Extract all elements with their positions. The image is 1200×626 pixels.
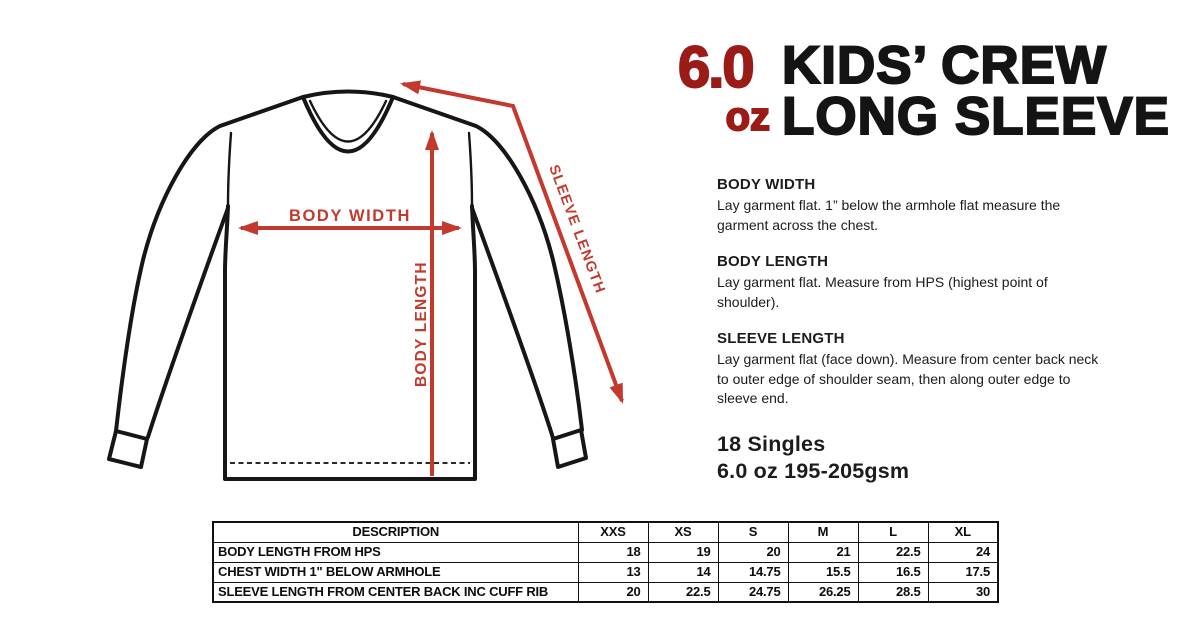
right-armhole-seam [467, 131, 474, 208]
cell-value: 30 [927, 581, 999, 603]
left-cuff [107, 429, 149, 469]
column-header-description: DESCRIPTION [212, 521, 579, 543]
instruction-sleeve-length: SLEEVE LENGTH Lay garment flat (face dow… [717, 330, 1112, 409]
product-title-line2: LONG SLEEVE [781, 87, 1170, 146]
instruction-heading: SLEEVE LENGTH [717, 330, 845, 347]
right-cuff [551, 428, 588, 469]
cell-value: 28.5 [857, 581, 929, 603]
column-header-m: M [787, 521, 859, 543]
instruction-text: Lay garment flat. 1” below the armhole f… [717, 197, 1061, 233]
fabric-specs-line1: 18 Singles [717, 431, 826, 456]
diagram-label-body-width: BODY WIDTH [289, 207, 411, 225]
sleeve-length-arrow [400, 80, 624, 404]
cell-value: 24 [927, 541, 999, 563]
collar-inner [308, 99, 388, 143]
cell-value: 14 [647, 561, 719, 583]
row-description: SLEEVE LENGTH FROM CENTER BACK INC CUFF … [212, 581, 579, 603]
right-sleeve-inner-edge [470, 206, 555, 440]
cell-value: 21 [787, 541, 859, 563]
fabric-weight-value: 6.0 [677, 35, 756, 100]
cell-value: 22.5 [857, 541, 929, 563]
instruction-body-length: BODY LENGTH Lay garment flat. Measure fr… [717, 253, 1112, 312]
cell-value: 20 [577, 581, 649, 603]
left-sleeve-inner-edge [146, 206, 230, 439]
left-sleeve-outline [114, 95, 305, 433]
cell-value: 22.5 [647, 581, 719, 603]
cell-value: 15.5 [787, 561, 859, 583]
table-row: CHEST WIDTH 1" BELOW ARMHOLE 13 14 14.75… [212, 561, 999, 583]
cell-value: 24.75 [717, 581, 789, 603]
cell-value: 13 [577, 561, 649, 583]
diagram-label-body-length: BODY LENGTH [413, 261, 430, 387]
size-chart-table: DESCRIPTION XXS XS S M L XL BODY LENGTH … [212, 521, 999, 603]
table-row: BODY LENGTH FROM HPS 18 19 20 21 22.5 24 [212, 541, 999, 563]
measuring-instructions: BODY WIDTH Lay garment flat. 1” below th… [717, 176, 1112, 485]
cell-value: 19 [647, 541, 719, 563]
cell-value: 17.5 [927, 561, 999, 583]
row-description: CHEST WIDTH 1" BELOW ARMHOLE [212, 561, 579, 583]
fabric-specs: 18 Singles 6.0 oz 195-205gsm [717, 431, 1112, 485]
instruction-heading: BODY LENGTH [717, 253, 829, 270]
cell-value: 26.25 [787, 581, 859, 603]
fabric-weight-unit: oz [725, 95, 771, 139]
instruction-text: Lay garment flat (face down). Measure fr… [717, 351, 1099, 406]
column-header-xl: XL [927, 521, 999, 543]
column-header-s: S [717, 521, 789, 543]
shirt-measurement-diagram: BODY WIDTH BODY LENGTH SLEEVE LENGTH [107, 80, 624, 481]
column-header-l: L [857, 521, 929, 543]
instruction-heading: BODY WIDTH [717, 176, 816, 193]
column-header-xs: XS [647, 521, 719, 543]
table-row: SLEEVE LENGTH FROM CENTER BACK INC CUFF … [212, 581, 999, 603]
column-header-xxs: XXS [577, 521, 649, 543]
fabric-weight-block: 6.0 oz [677, 35, 774, 139]
left-armhole-seam [226, 131, 233, 208]
cell-value: 14.75 [717, 561, 789, 583]
product-title-line1: KIDS’ CREW [781, 36, 1108, 95]
cell-value: 20 [717, 541, 789, 563]
page-title: KIDS’ CREW LONG SLEEVE [781, 36, 1170, 146]
fabric-specs-line2: 6.0 oz 195-205gsm [717, 458, 910, 483]
instruction-text: Lay garment flat. Measure from HPS (high… [717, 274, 1048, 310]
table-header-row: DESCRIPTION XXS XS S M L XL [212, 521, 999, 543]
row-description: BODY LENGTH FROM HPS [212, 541, 579, 563]
cell-value: 18 [577, 541, 649, 563]
product-title-block: 6.0 oz KIDS’ CREW LONG SLEEVE [677, 35, 1170, 146]
instruction-body-width: BODY WIDTH Lay garment flat. 1” below th… [717, 176, 1112, 235]
body-fill [225, 206, 475, 479]
collar-outer [301, 89, 395, 154]
cell-value: 16.5 [857, 561, 929, 583]
